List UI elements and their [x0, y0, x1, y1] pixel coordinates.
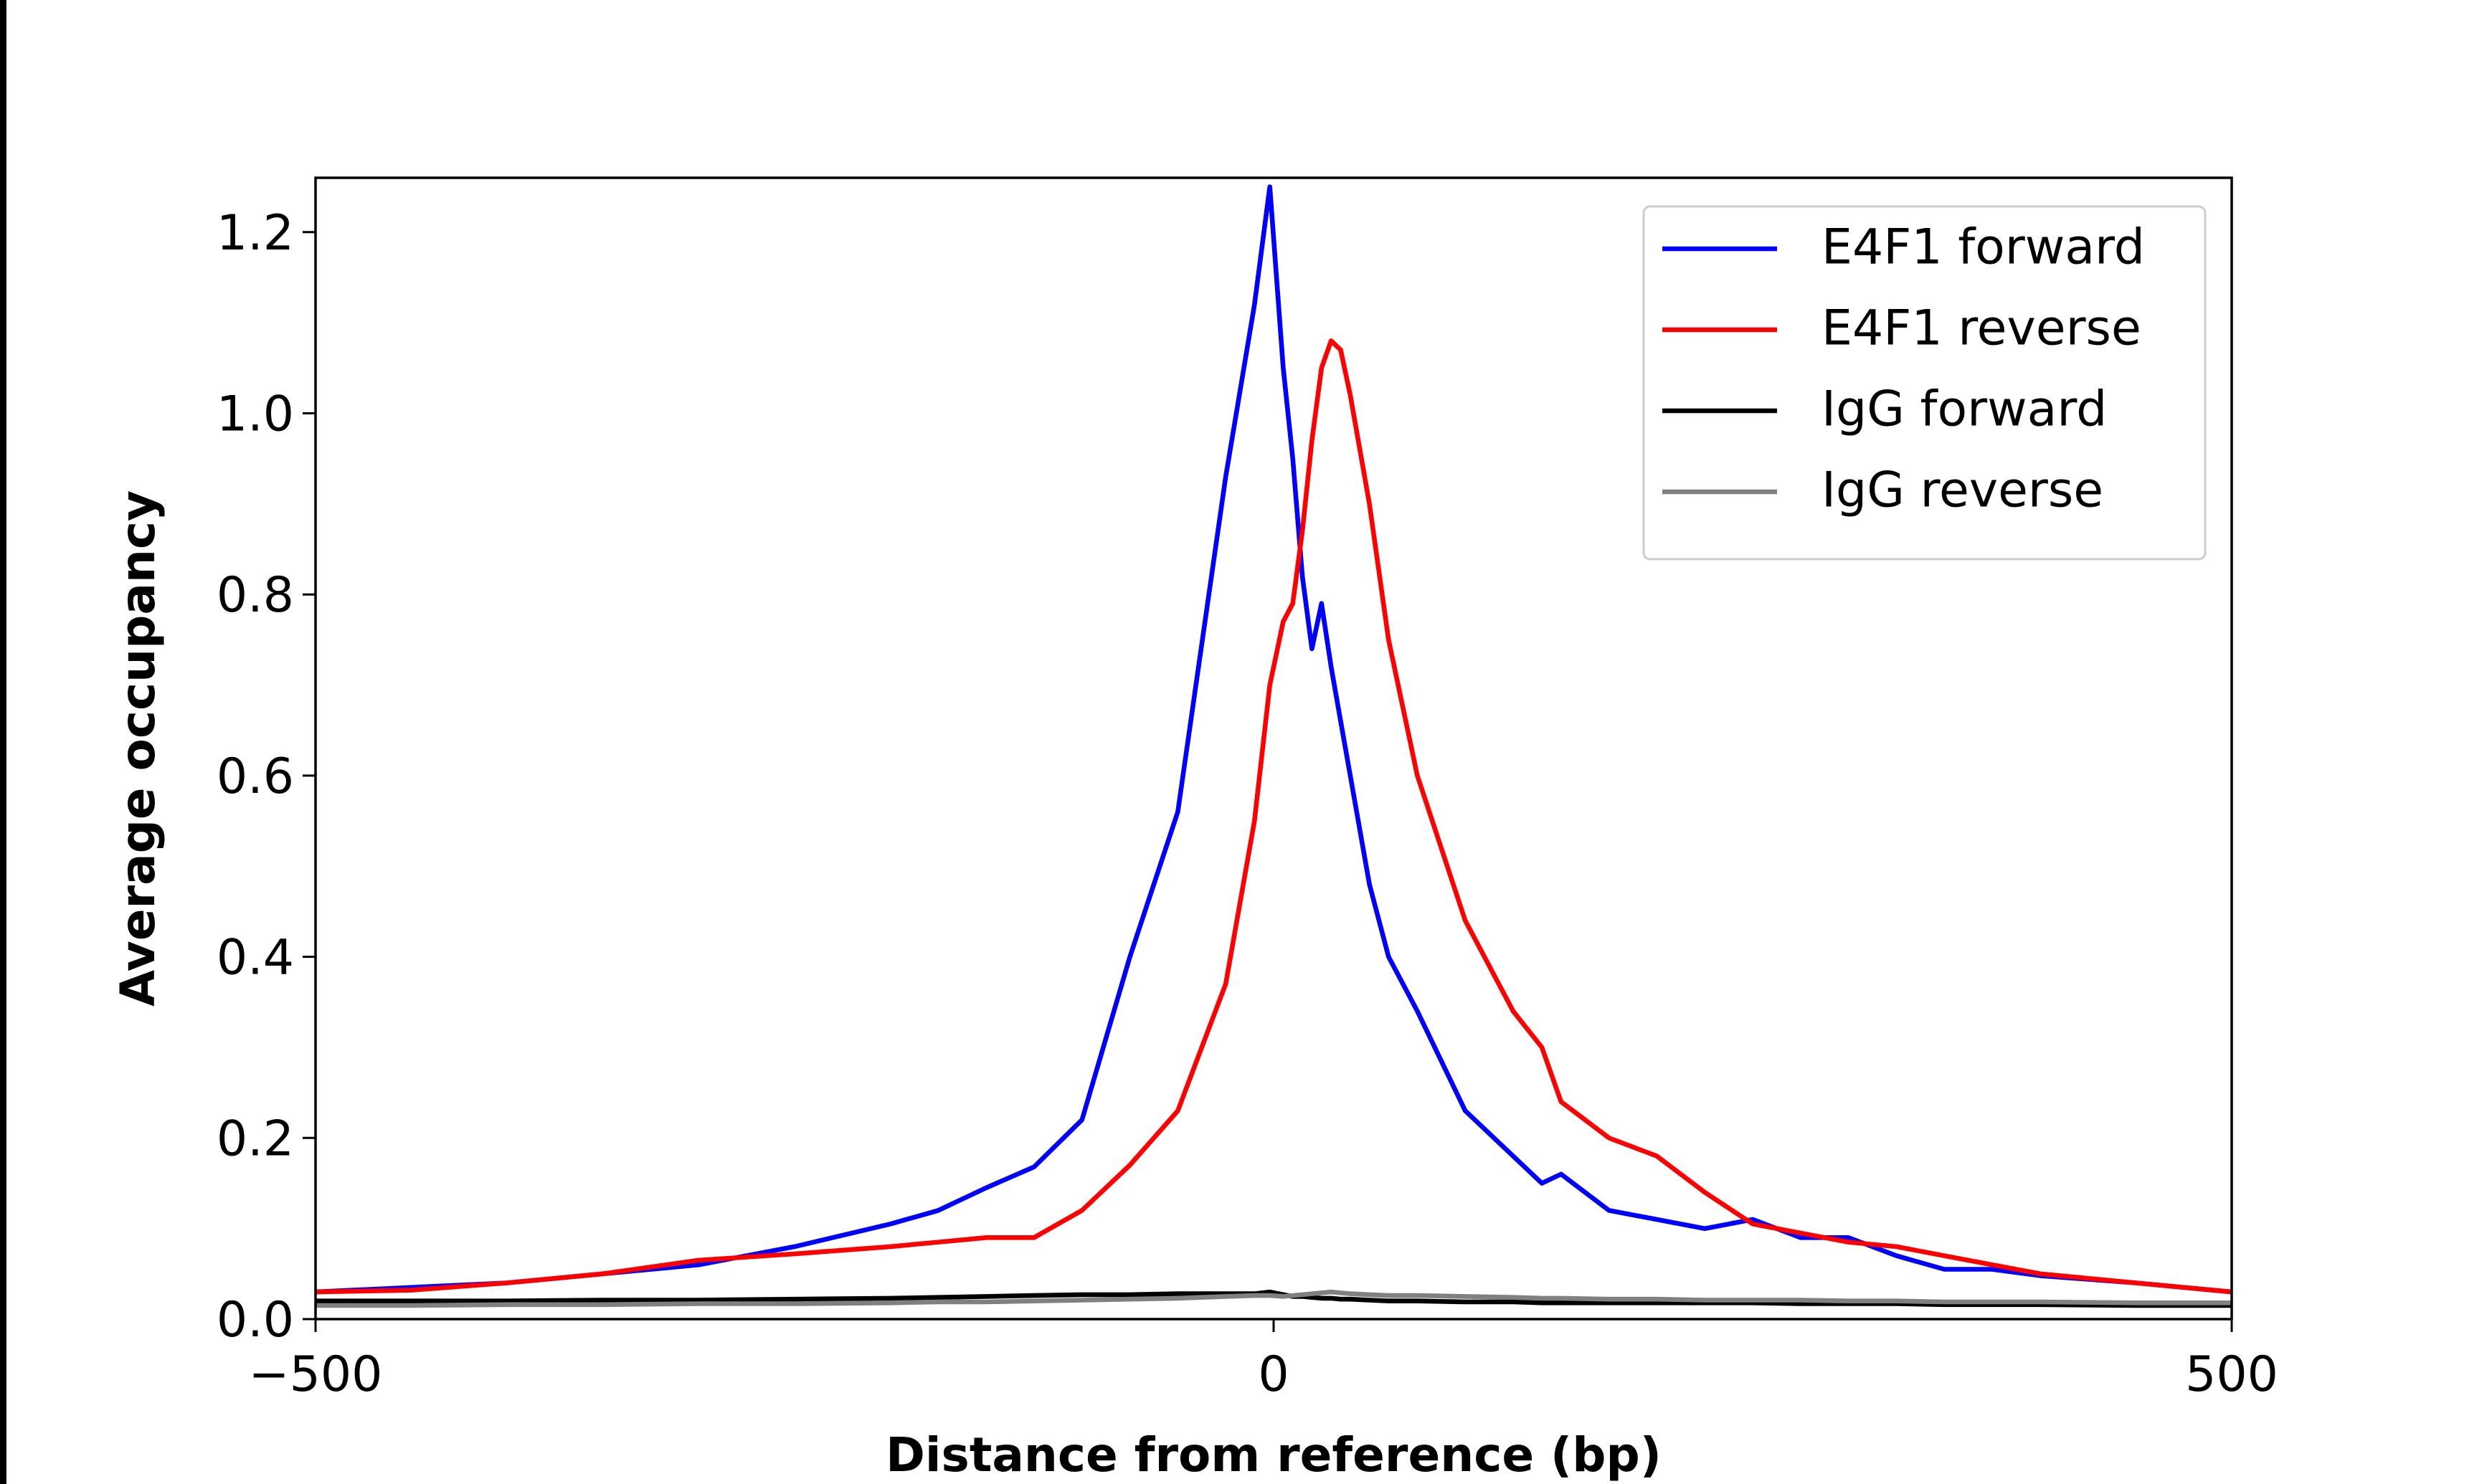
x-tick-label: −500: [249, 1346, 383, 1403]
legend-label: IgG reverse: [1822, 462, 2103, 519]
y-tick-label: 0.0: [217, 1292, 294, 1349]
y-tick-label: 0.6: [217, 748, 294, 805]
legend-label: IgG forward: [1822, 381, 2107, 438]
x-axis-label: Distance from reference (bp): [886, 1427, 1662, 1483]
legend-label: E4F1 forward: [1822, 219, 2145, 276]
y-axis-label: Average occupancy: [110, 490, 166, 1007]
x-tick-label: 0: [1258, 1346, 1289, 1403]
data-line: [316, 1289, 2232, 1308]
y-tick-label: 0.4: [217, 930, 294, 986]
x-tick-label: 500: [2185, 1346, 2278, 1403]
left-border: [0, 0, 6, 1484]
legend-box: [1642, 205, 2207, 561]
legend-label: E4F1 reverse: [1822, 300, 2141, 357]
y-tick-label: 0.8: [217, 567, 294, 624]
plot-frame: [314, 176, 2233, 1321]
data-line: [316, 338, 2232, 1295]
data-line: [316, 184, 2232, 1295]
data-line: [316, 1289, 2232, 1308]
y-tick-label: 1.2: [217, 205, 294, 262]
y-tick-label: 1.0: [217, 386, 294, 443]
y-tick-label: 0.2: [217, 1110, 294, 1167]
